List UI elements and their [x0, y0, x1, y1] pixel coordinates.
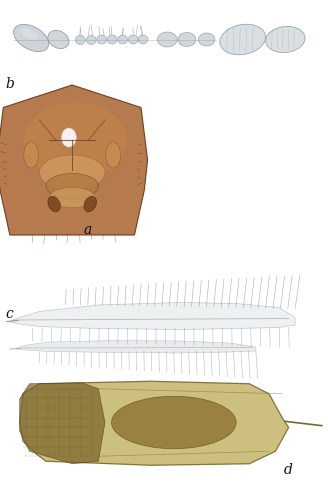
Ellipse shape — [61, 128, 76, 147]
Text: c: c — [5, 308, 13, 322]
Polygon shape — [20, 383, 105, 464]
Ellipse shape — [21, 28, 38, 40]
Ellipse shape — [178, 32, 196, 46]
Ellipse shape — [48, 30, 69, 48]
Polygon shape — [16, 340, 256, 353]
Ellipse shape — [118, 35, 128, 44]
Polygon shape — [0, 85, 148, 235]
Ellipse shape — [39, 155, 105, 190]
Ellipse shape — [84, 196, 96, 212]
Ellipse shape — [220, 24, 266, 55]
Ellipse shape — [49, 188, 95, 208]
Ellipse shape — [138, 35, 148, 44]
Ellipse shape — [106, 142, 121, 168]
Polygon shape — [20, 381, 289, 465]
Ellipse shape — [75, 36, 85, 44]
Text: b: b — [5, 78, 14, 92]
Ellipse shape — [24, 142, 39, 168]
Ellipse shape — [107, 35, 117, 44]
Polygon shape — [10, 302, 295, 330]
Ellipse shape — [14, 24, 49, 52]
Ellipse shape — [97, 35, 107, 44]
Ellipse shape — [86, 36, 96, 44]
Ellipse shape — [112, 396, 236, 449]
Ellipse shape — [48, 196, 60, 212]
Text: d: d — [284, 462, 293, 476]
Ellipse shape — [24, 102, 127, 178]
Ellipse shape — [266, 26, 305, 52]
Ellipse shape — [157, 32, 177, 47]
Ellipse shape — [128, 35, 138, 44]
Ellipse shape — [198, 33, 215, 46]
Ellipse shape — [46, 174, 98, 199]
Text: a: a — [84, 222, 92, 236]
